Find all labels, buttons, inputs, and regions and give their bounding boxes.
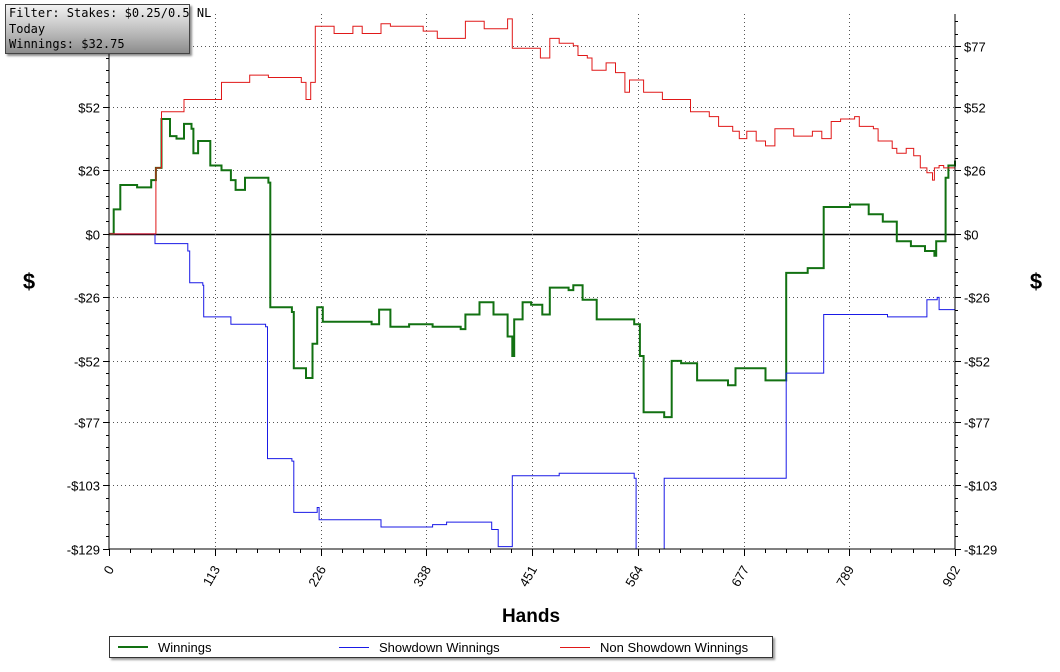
x-tick-label: 338 xyxy=(410,563,434,589)
y-tick-label-right: $26 xyxy=(964,164,986,179)
y-tick-label-left: -$52 xyxy=(74,355,100,370)
y-tick-label-right: -$129 xyxy=(964,543,997,558)
filter-period-text: Today xyxy=(9,21,46,36)
y-tick-label-right: $0 xyxy=(964,228,978,243)
series-line-non-showdown xyxy=(109,18,956,235)
x-tick-label: 677 xyxy=(728,563,752,589)
y-tick-label-right: -$77 xyxy=(964,416,990,431)
x-tick-label: 451 xyxy=(516,563,540,589)
legend-swatch-winnings xyxy=(118,646,148,648)
y-tick-label-left: $0 xyxy=(86,228,100,243)
x-tick-label: 789 xyxy=(833,563,857,589)
y-tick-label-left: -$103 xyxy=(67,479,100,494)
tick-labels: $77$77$52$52$26$26$0$0-$26-$26-$52-$52-$… xyxy=(67,40,998,590)
filter-info-box: Filter: Stakes: $0.25/0.5 NL Today Winni… xyxy=(5,4,212,54)
y-tick-label-right: -$103 xyxy=(964,479,997,494)
y-tick-label-right: $52 xyxy=(964,101,986,116)
legend-label-non-showdown: Non Showdown Winnings xyxy=(600,639,749,655)
series-lines xyxy=(109,18,956,550)
legend-label-winnings: Winnings xyxy=(158,639,212,655)
series-line-winnings xyxy=(109,118,956,419)
y-tick-label-right: -$26 xyxy=(964,291,990,306)
y-tick-label-right: $77 xyxy=(964,40,986,55)
filter-stakes-text: Filter: Stakes: $0.25/0.5 NL xyxy=(9,6,212,20)
grid xyxy=(109,14,955,549)
legend: Winnings Showdown Winnings Non Showdown … xyxy=(109,636,773,658)
y-tick-label-left: -$77 xyxy=(74,416,100,431)
y-tick-label-left: $52 xyxy=(78,101,100,116)
x-axis-title: Hands xyxy=(502,606,560,627)
x-tick-label: 564 xyxy=(622,563,646,589)
y-axis-title-left: $ xyxy=(23,269,35,294)
legend-item-winnings: Winnings xyxy=(118,637,211,657)
legend-item-non-showdown: Non Showdown Winnings xyxy=(560,637,748,657)
legend-swatch-showdown xyxy=(339,646,369,648)
legend-label-showdown: Showdown Winnings xyxy=(379,639,500,655)
legend-swatch-non-showdown xyxy=(560,646,590,648)
series-line-showdown xyxy=(109,233,956,550)
filter-winnings-text: Winnings: $32.75 xyxy=(9,37,125,51)
y-tick-label-right: -$52 xyxy=(964,355,990,370)
x-tick-label: 902 xyxy=(939,563,963,589)
legend-item-showdown: Showdown Winnings xyxy=(339,637,500,657)
y-tick-label-left: $26 xyxy=(78,164,100,179)
x-tick-label: 0 xyxy=(100,563,117,577)
y-tick-label-left: -$129 xyxy=(67,543,100,558)
y-axis-title-right: $ xyxy=(1030,269,1042,294)
x-tick-label: 113 xyxy=(200,563,223,588)
y-tick-label-left: -$26 xyxy=(74,291,100,306)
x-tick-label: 226 xyxy=(305,563,329,589)
